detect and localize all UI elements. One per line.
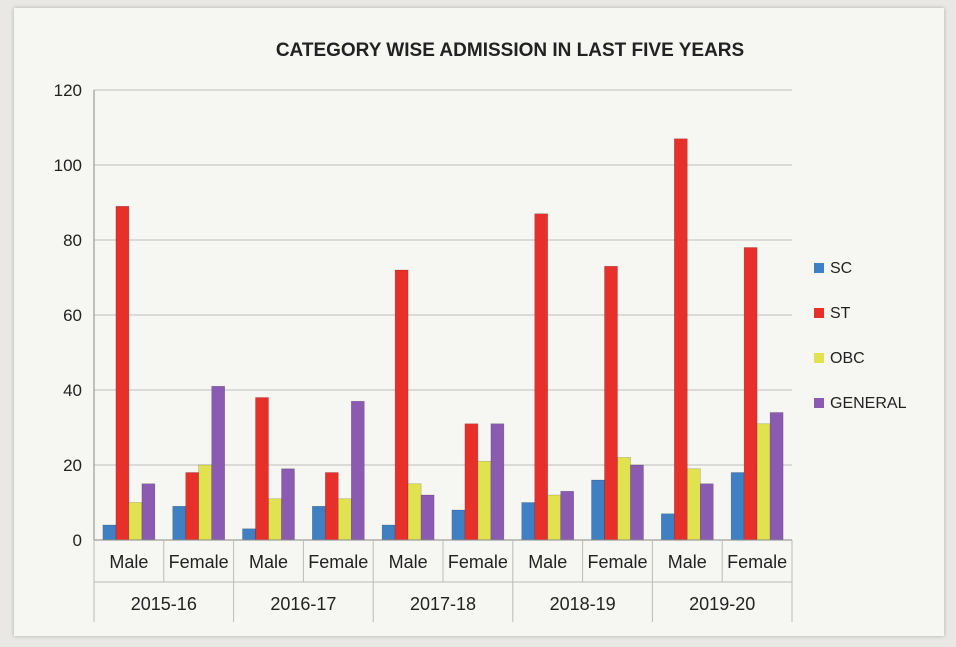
bar-st <box>185 472 199 541</box>
bar-general <box>141 483 156 541</box>
category-label: Female <box>169 552 229 572</box>
bar-general <box>490 423 505 541</box>
category-label: Male <box>249 552 288 572</box>
bar-obc <box>756 423 771 541</box>
chart-page: CATEGORY WISE ADMISSION IN LAST FIVE YEA… <box>14 8 944 636</box>
bar-st <box>464 423 479 541</box>
bar-st <box>394 269 409 541</box>
legend: SC ST OBC GENERAL <box>814 260 907 412</box>
bar-sc <box>172 505 186 541</box>
group-label: 2018-19 <box>550 594 616 614</box>
legend-swatch-sc <box>814 263 824 273</box>
bar-sc <box>660 513 675 541</box>
bar-obc <box>477 460 492 541</box>
bar-general <box>699 483 714 541</box>
group-label: 2019-20 <box>689 594 755 614</box>
bar-obc <box>268 498 282 541</box>
y-tick-label: 20 <box>63 456 82 475</box>
bar-sc <box>451 509 466 541</box>
bar-sc <box>381 524 396 541</box>
bar-sc <box>730 472 745 541</box>
category-label: Male <box>668 552 707 572</box>
bar-st <box>115 205 130 541</box>
category-label: Female <box>448 552 508 572</box>
bar-general <box>560 490 575 541</box>
legend-swatch-st <box>814 308 824 318</box>
legend-label-general: GENERAL <box>830 395 907 412</box>
x-axis-table: Male Female Male Female Male Female Male Female… <box>93 539 793 622</box>
legend-swatch-obc <box>814 353 824 363</box>
legend-swatch-general <box>814 398 824 408</box>
category-label: Male <box>389 552 428 572</box>
category-label: Female <box>308 552 368 572</box>
category-label: Female <box>587 552 647 572</box>
bar-sc <box>102 524 117 541</box>
y-tick-label: 60 <box>63 306 82 325</box>
bar-general <box>769 412 784 541</box>
y-tick-labels: 0 20 40 60 80 100 120 <box>54 81 82 550</box>
bar-general <box>420 494 435 541</box>
y-tick-label: 0 <box>73 531 82 550</box>
bar-obc <box>686 468 701 541</box>
bar-sc <box>521 502 536 541</box>
y-tick-label: 120 <box>54 81 82 100</box>
bar-general <box>281 468 295 541</box>
bar-obc <box>198 464 212 541</box>
legend-label-sc: SC <box>830 260 852 277</box>
legend-label-st: ST <box>830 305 851 322</box>
bar-obc <box>128 502 143 541</box>
bar-general <box>211 385 225 541</box>
bar-obc <box>407 483 422 541</box>
y-tick-label: 80 <box>63 231 82 250</box>
bar-obc <box>617 457 631 541</box>
y-tick-label: 100 <box>54 156 82 175</box>
group-label: 2017-18 <box>410 594 476 614</box>
bar-sc <box>591 479 605 541</box>
chart-svg: CATEGORY WISE ADMISSION IN LAST FIVE YEA… <box>54 40 907 622</box>
bar-obc <box>337 498 352 541</box>
category-label: Male <box>109 552 148 572</box>
bar-st <box>255 397 269 541</box>
bar-general <box>350 400 365 541</box>
group-label: 2016-17 <box>270 594 336 614</box>
category-label: Female <box>727 552 787 572</box>
y-tick-label: 40 <box>63 381 82 400</box>
chart-title: CATEGORY WISE ADMISSION IN LAST FIVE YEA… <box>276 40 744 61</box>
category-label: Male <box>528 552 567 572</box>
bar-st <box>534 213 549 541</box>
bar-layer <box>102 138 784 541</box>
bar-st <box>743 247 758 541</box>
bar-sc <box>242 528 256 541</box>
bar-obc <box>547 494 562 541</box>
legend-label-obc: OBC <box>830 350 865 367</box>
group-label: 2015-16 <box>131 594 197 614</box>
bar-st <box>673 138 688 541</box>
bar-st <box>604 265 618 541</box>
bar-sc <box>311 505 326 541</box>
bar-st <box>324 472 339 541</box>
bar-general <box>630 464 644 541</box>
